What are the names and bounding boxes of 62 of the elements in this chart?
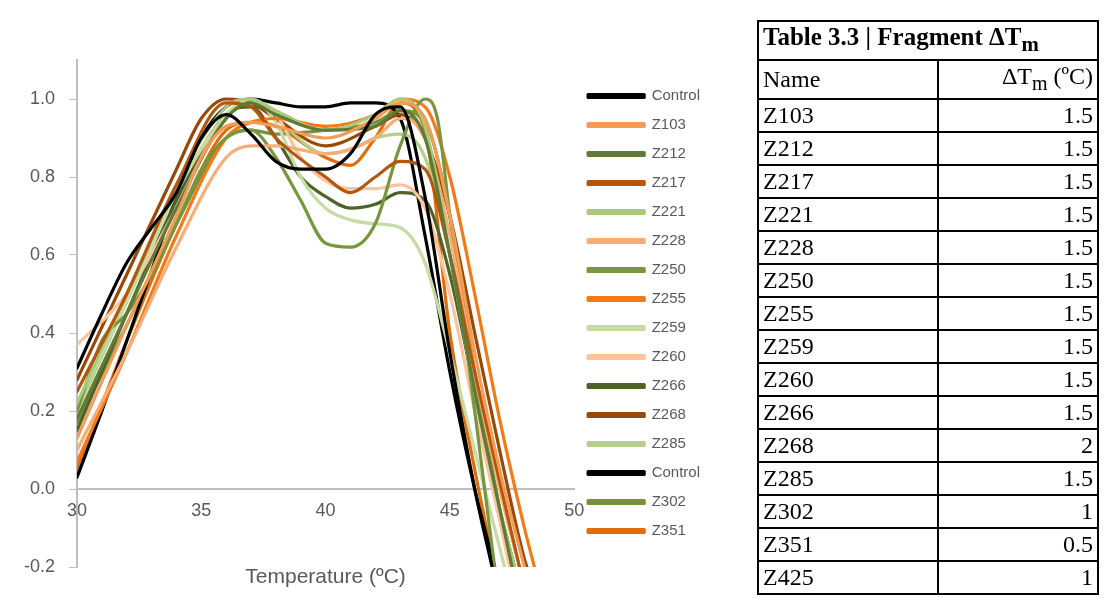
data-label: 1.5 xyxy=(938,296,1098,330)
legend-label: Z266 xyxy=(651,376,686,394)
legend-label: Z259 xyxy=(651,318,686,336)
data-label: 1.5 xyxy=(938,263,1098,297)
x-tick-label: 40 xyxy=(315,499,336,520)
text: Name xyxy=(758,60,938,99)
category-label: Z221 xyxy=(758,197,938,231)
legend-label: Z103 xyxy=(651,115,686,133)
legend-label: Control xyxy=(651,463,700,481)
data-label: 2 xyxy=(938,428,1098,462)
legend-label: Z351 xyxy=(651,521,686,539)
data-label: 1 xyxy=(938,494,1098,528)
data-label: 1 xyxy=(938,560,1098,594)
y-tick-label: -0.2 xyxy=(23,555,56,576)
data-label: 0.5 xyxy=(938,527,1098,561)
data-label: 1.5 xyxy=(938,197,1098,231)
category-label: Z255 xyxy=(758,296,938,330)
data-label: 1.5 xyxy=(938,461,1098,495)
text: ΔT$_{m}$ (ºC) xyxy=(938,60,1098,99)
category-label: Z228 xyxy=(758,230,938,264)
category-label: Z351 xyxy=(758,527,938,561)
y-tick-label: 0.2 xyxy=(29,399,56,420)
legend-label: Z250 xyxy=(651,260,686,278)
category-label: Z268 xyxy=(758,428,938,462)
text: Table 3.3 | Fragment ΔT$_{m}$ xyxy=(758,21,1098,60)
legend-label: Control xyxy=(651,86,700,104)
category-label: Z260 xyxy=(758,362,938,396)
category-label: Z285 xyxy=(758,461,938,495)
legend-label: Z212 xyxy=(651,144,686,162)
data-label: 1.5 xyxy=(938,395,1098,429)
legend-label: Z221 xyxy=(651,202,686,220)
data-label: 1.5 xyxy=(938,98,1098,132)
category-label: Z103 xyxy=(758,98,938,132)
data-label: 1.5 xyxy=(938,164,1098,198)
legend-label: Z285 xyxy=(651,434,686,452)
category-label: Z212 xyxy=(758,131,938,165)
x-tick-label: 35 xyxy=(191,499,212,520)
legend-label: Z255 xyxy=(651,289,686,307)
data-label: 1.5 xyxy=(938,362,1098,396)
y-tick-label: 0.8 xyxy=(29,165,56,186)
y-tick-label: 0.4 xyxy=(29,321,56,342)
y-tick-label: 1.0 xyxy=(29,87,56,108)
legend-label: Z268 xyxy=(651,405,686,423)
legend-label: Z260 xyxy=(651,347,686,365)
y-tick-label: 0.6 xyxy=(29,243,56,264)
category-label: Z302 xyxy=(758,494,938,528)
x-axis-title: Temperature (ºC) xyxy=(245,564,406,587)
data-label: 1.5 xyxy=(938,230,1098,264)
x-tick-label: 30 xyxy=(67,499,88,520)
category-label: Z250 xyxy=(758,263,938,297)
data-label: 1.5 xyxy=(938,329,1098,363)
legend-label: Z228 xyxy=(651,231,686,249)
data-label: 1.5 xyxy=(938,131,1098,165)
category-label: Z217 xyxy=(758,164,938,198)
legend-label: Z217 xyxy=(651,173,686,191)
y-tick-label: 0.0 xyxy=(29,477,56,498)
category-label: Z266 xyxy=(758,395,938,429)
x-tick-label: 45 xyxy=(439,499,460,520)
legend-label: Z302 xyxy=(651,492,686,510)
x-tick-label: 50 xyxy=(564,499,585,520)
category-label: Z425 xyxy=(758,560,938,594)
category-label: Z259 xyxy=(758,329,938,363)
